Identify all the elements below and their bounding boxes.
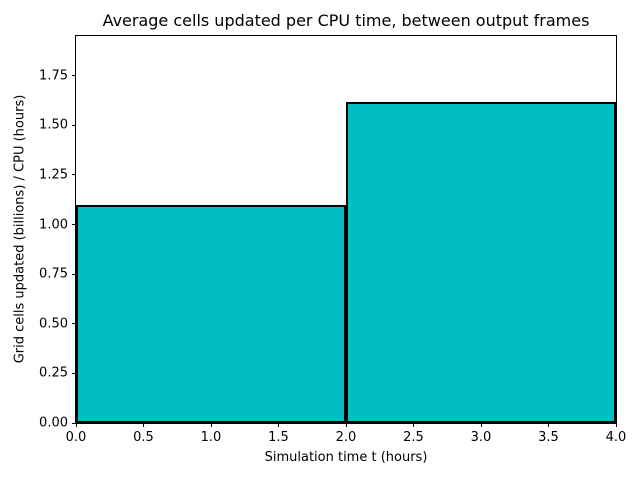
- x-tick-label: 4.0: [605, 430, 627, 445]
- chart-title: Average cells updated per CPU time, betw…: [102, 11, 590, 30]
- y-tick-label: 1.00: [39, 217, 68, 233]
- x-tick-mark: [615, 423, 617, 427]
- y-tick-mark: [72, 75, 76, 77]
- x-tick-mark: [548, 423, 549, 427]
- y-tick-mark: [72, 422, 76, 424]
- y-tick-label: 0.25: [39, 365, 68, 381]
- x-tick-mark: [278, 423, 279, 427]
- x-tick-label: 3.0: [470, 430, 492, 445]
- y-tick-mark: [72, 174, 76, 176]
- y-tick-label: 1.50: [39, 117, 68, 133]
- x-tick-mark: [143, 423, 144, 427]
- y-tick-label: 1.75: [39, 68, 68, 84]
- x-tick-label: 1.5: [268, 430, 289, 445]
- x-tick-mark: [345, 423, 347, 427]
- y-tick-label: 1.25: [39, 167, 68, 183]
- x-tick-label: 2.5: [403, 430, 424, 445]
- x-tick-label: 0.0: [65, 430, 87, 445]
- x-tick-mark: [413, 423, 414, 427]
- x-tick-mark: [480, 423, 482, 427]
- x-axis-label: Simulation time t (hours): [264, 450, 428, 465]
- x-tick-label: 2.0: [335, 430, 357, 445]
- y-tick-label: 0.50: [39, 316, 68, 332]
- y-tick-mark: [72, 224, 76, 226]
- y-tick-mark: [72, 372, 76, 374]
- plot-area: 0.0 0.5 1.0 1.5 2.0 2.5 3.0 3.5 4.0 0.00 0.25 0.50 0…: [39, 35, 626, 445]
- y-tick-label: 0.00: [39, 415, 68, 431]
- y-tick-mark: [72, 273, 76, 275]
- y-axis-label: Grid cells updated (billions) / CPU (hou…: [12, 94, 28, 364]
- x-tick-label: 1.0: [200, 430, 222, 445]
- y-tick-mark: [72, 323, 76, 325]
- y-tick-label: 0.75: [39, 266, 68, 282]
- x-tick-label: 3.5: [538, 430, 559, 445]
- bar-1: [346, 101, 616, 423]
- x-tick-mark: [210, 423, 212, 427]
- x-tick-label: 0.5: [133, 430, 154, 445]
- y-tick-mark: [72, 124, 76, 126]
- bar-0: [76, 204, 346, 423]
- x-tick-mark: [75, 423, 77, 427]
